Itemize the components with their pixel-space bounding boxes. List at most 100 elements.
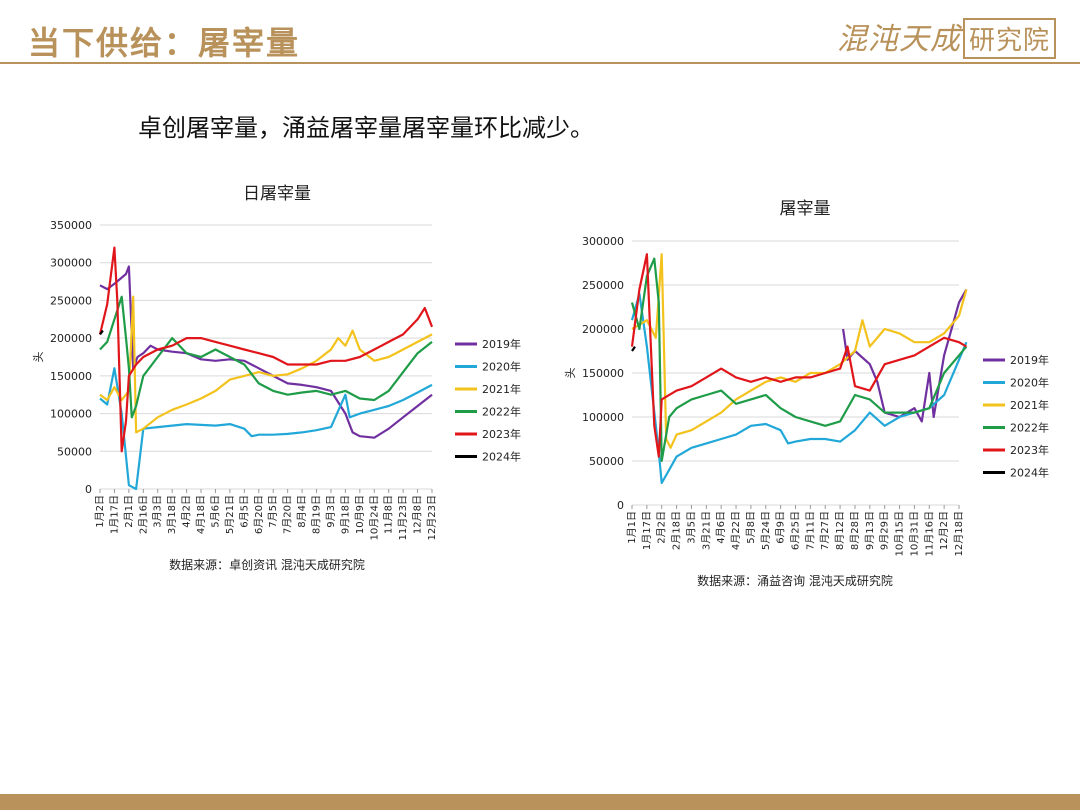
y-tick-label: 300000 <box>50 257 92 270</box>
x-tick-label: 12月23日 <box>426 495 438 540</box>
y-axis-label: 头 <box>564 368 577 379</box>
x-tick-label: 8月12日 <box>834 511 846 550</box>
y-tick-label: 100000 <box>50 408 92 421</box>
legend-label: 2022年 <box>1010 421 1049 435</box>
x-tick-label: 11月16日 <box>923 511 935 556</box>
x-tick-label: 6月5日 <box>238 495 250 528</box>
brand-logo: 混沌天成 研究院 <box>837 14 1056 59</box>
legend-label: 2024年 <box>482 450 521 464</box>
x-tick-label: 11月23日 <box>397 495 409 540</box>
source-note: 数据来源：涌益咨询 混沌天成研究院 <box>697 573 893 588</box>
legend-label: 2022年 <box>482 405 521 419</box>
legend-label: 2019年 <box>1010 353 1049 367</box>
y-tick-label: 250000 <box>50 294 92 307</box>
footer-bar <box>0 794 1080 810</box>
series-line-2020 <box>99 367 433 491</box>
x-tick-label: 6月9日 <box>775 511 787 544</box>
legend-label: 2020年 <box>1010 376 1049 390</box>
y-tick-label: 200000 <box>50 332 92 345</box>
x-tick-label: 7月5日 <box>267 495 279 528</box>
x-tick-label: 11月8日 <box>383 495 395 534</box>
y-tick-label: 0 <box>85 483 92 496</box>
legend-label: 2019年 <box>482 337 521 351</box>
y-tick-label: 50000 <box>57 445 92 458</box>
series-line-2023 <box>98 246 434 453</box>
x-tick-label: 9月3日 <box>325 495 337 528</box>
x-tick-label: 7月20日 <box>282 495 294 534</box>
title-divider <box>0 62 1080 64</box>
x-tick-label: 4月6日 <box>715 511 727 544</box>
x-tick-label: 3月5日 <box>685 511 697 544</box>
series-line-2021 <box>99 295 433 434</box>
chart-slaughter: 屠宰量 0 50000 100000 150000 200000 250000 300000 头… <box>564 199 1049 588</box>
y-tick-label: 200000 <box>582 323 624 336</box>
x-tick-label: 10月15日 <box>894 511 906 556</box>
logo-boxed-text: 研究院 <box>962 18 1056 59</box>
x-tick-label: 5月24日 <box>760 511 772 550</box>
x-tick-label: 3月3日 <box>152 495 164 528</box>
legend-label: 2023年 <box>1010 443 1049 457</box>
x-tick-label: 2月2日 <box>656 511 668 544</box>
y-tick-label: 100000 <box>582 411 624 424</box>
x-tick-label: 10月9日 <box>354 495 366 534</box>
x-tick-label: 2月16日 <box>137 495 149 534</box>
series-line-2022 <box>99 295 433 419</box>
chart-title: 日屠宰量 <box>243 184 311 204</box>
x-tick-label: 4月22日 <box>730 511 742 550</box>
x-tick-label: 6月20日 <box>253 495 265 534</box>
series-line-2023 <box>630 253 967 458</box>
x-tick-label: 5月6日 <box>209 495 221 528</box>
x-tick-label: 8月19日 <box>311 495 323 534</box>
x-tick-label: 2月18日 <box>671 511 683 550</box>
x-tick-label: 9月29日 <box>879 511 891 550</box>
legend-label: 2021年 <box>482 382 521 396</box>
series-line-2022 <box>630 257 968 463</box>
x-tick-label: 1月17日 <box>641 511 653 550</box>
y-tick-label: 150000 <box>582 367 624 380</box>
source-note: 数据来源：卓创资讯 混沌天成研究院 <box>169 557 365 572</box>
y-tick-label: 50000 <box>589 455 624 468</box>
x-tick-label: 5月8日 <box>745 511 757 544</box>
x-tick-label: 6月25日 <box>790 511 802 550</box>
x-tick-label: 12月8日 <box>412 495 424 534</box>
x-tick-label: 12月18日 <box>953 511 965 556</box>
chart-daily-slaughter: 日屠宰量 0 50000 100000 150000 200000 250000 300000… <box>32 184 521 572</box>
x-tick-label: 12月2日 <box>938 511 950 550</box>
x-tick-label: 9月18日 <box>339 495 351 534</box>
series-line-2019 <box>842 288 968 423</box>
x-tick-label: 10月31日 <box>908 511 920 556</box>
x-tick-label: 8月28日 <box>849 511 861 550</box>
legend-label: 2021年 <box>1010 398 1049 412</box>
x-tick-label: 8月4日 <box>296 495 308 528</box>
x-tick-label: 2月1日 <box>123 495 135 528</box>
series-line-2024 <box>631 345 636 352</box>
y-tick-label: 250000 <box>582 279 624 292</box>
legend-label: 2024年 <box>1010 466 1049 480</box>
x-tick-label: 7月11日 <box>804 511 816 550</box>
y-tick-label: 150000 <box>50 370 92 383</box>
logo-text: 混沌天成 <box>836 22 961 57</box>
x-tick-label: 1月2日 <box>94 495 106 528</box>
x-tick-label: 1月1日 <box>626 511 638 544</box>
x-tick-label: 7月27日 <box>819 511 831 550</box>
y-tick-label: 0 <box>617 499 624 512</box>
x-tick-label: 10月24日 <box>368 495 380 540</box>
x-tick-label: 3月21日 <box>700 511 712 550</box>
y-tick-label: 300000 <box>582 235 624 248</box>
x-tick-label: 4月2日 <box>181 495 193 528</box>
series-line-2020 <box>630 292 968 485</box>
y-tick-label: 350000 <box>50 219 92 232</box>
x-tick-label: 1月17日 <box>108 495 120 534</box>
x-tick-label: 4月18日 <box>195 495 207 534</box>
page-title: 当下供给：屠宰量 <box>28 24 301 62</box>
series-line-2019 <box>99 265 433 439</box>
x-tick-label: 5月21日 <box>224 495 236 534</box>
slide-subtitle: 卓创屠宰量，涌益屠宰量屠宰量环比减少。 <box>138 114 594 142</box>
y-axis-label: 头 <box>32 352 45 363</box>
legend-label: 2023年 <box>482 427 521 441</box>
x-tick-label: 3月18日 <box>166 495 178 534</box>
series-line-2024 <box>99 329 104 336</box>
chart-title: 屠宰量 <box>780 199 831 219</box>
legend-label: 2020年 <box>482 360 521 374</box>
x-tick-label: 9月13日 <box>864 511 876 550</box>
